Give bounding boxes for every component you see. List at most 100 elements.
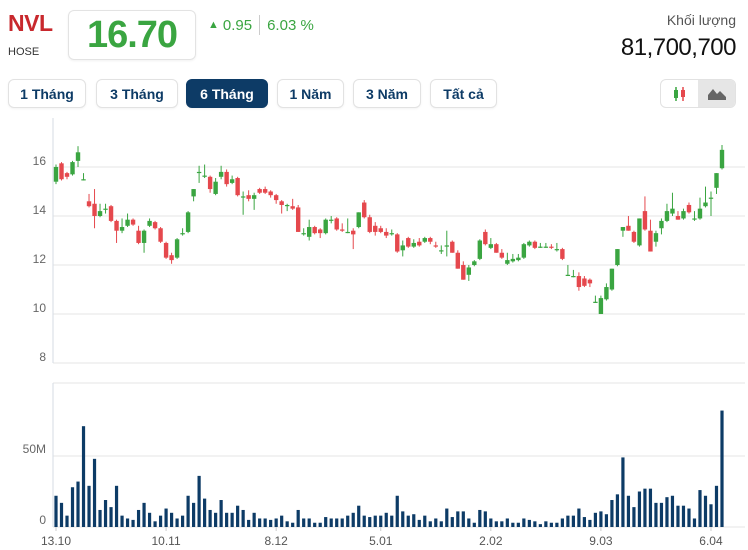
candle-body	[598, 298, 604, 314]
candle-body	[64, 173, 70, 177]
candle-body	[494, 244, 499, 253]
area-chart-button[interactable]	[698, 80, 735, 107]
change-percent: 6.03 %	[267, 16, 314, 34]
volume-bar	[318, 522, 322, 527]
candle-body	[400, 245, 405, 251]
candle-body	[70, 162, 75, 175]
volume-bar	[241, 509, 245, 527]
volume-bar	[109, 507, 113, 527]
volume-bar	[533, 521, 537, 527]
volume-bar	[637, 491, 642, 527]
candle-body	[125, 219, 130, 226]
candle-body	[152, 222, 158, 229]
volume-bar	[164, 508, 168, 527]
candle-body	[180, 233, 185, 235]
volume-bar	[406, 515, 410, 527]
candle-body	[609, 268, 615, 290]
candle-body	[505, 260, 510, 264]
chart-type-toggle	[660, 79, 736, 108]
volume-bar	[555, 522, 559, 527]
volume-bar	[632, 507, 636, 527]
candle-body	[703, 202, 708, 207]
candle-body	[323, 219, 328, 234]
volume-bar	[169, 512, 174, 527]
volume-bar	[450, 517, 454, 527]
volume-bar	[604, 514, 609, 527]
candle-body	[235, 178, 240, 196]
volume-bar	[197, 475, 201, 527]
candle-body	[565, 274, 571, 276]
candle-body	[604, 287, 609, 300]
volume-bar	[335, 518, 339, 527]
candle-body	[516, 257, 521, 261]
candle-body	[527, 241, 532, 246]
candlestick-button[interactable]	[661, 80, 698, 107]
volume-bar	[621, 457, 625, 527]
candle-body	[218, 171, 224, 177]
exchange-label: HOSE	[8, 46, 40, 58]
candle-body	[620, 227, 626, 231]
range-3-month-button[interactable]: 3 Tháng	[96, 79, 178, 108]
volume-value: 81,700,700	[620, 34, 737, 61]
candle-body	[213, 181, 218, 194]
volume-bar	[593, 512, 598, 527]
range-1-year-button[interactable]: 1 Năm	[277, 79, 344, 108]
range-1-month-button[interactable]: 1 Tháng	[8, 79, 86, 108]
volume-bar	[395, 495, 399, 527]
range-3-year-button[interactable]: 3 Năm	[353, 79, 421, 108]
candle-body	[648, 230, 653, 252]
candle-body	[439, 250, 444, 252]
candle-body	[422, 238, 427, 242]
volume-bar	[434, 518, 438, 527]
candle-body	[637, 218, 642, 246]
volume-bar	[351, 512, 355, 527]
volume-bar	[720, 410, 724, 527]
volume-bar	[379, 515, 383, 527]
volume-bar	[296, 509, 300, 527]
candle-body	[158, 228, 163, 242]
volume-bar	[368, 517, 372, 527]
price-tick-label: 12	[33, 252, 47, 266]
volume-bar	[412, 514, 416, 527]
volume-bar	[511, 522, 515, 527]
volume-bar	[230, 512, 234, 527]
candle-body	[273, 195, 279, 201]
x-tick-label: 13.10	[41, 534, 71, 548]
volume-bar	[643, 488, 647, 527]
volume-bar	[92, 458, 97, 527]
volume-bar	[478, 509, 482, 527]
candle-body	[290, 206, 295, 209]
current-price: 16.70	[86, 13, 178, 56]
divider	[259, 15, 261, 35]
price-tick-label: 10	[33, 301, 47, 315]
candle-body	[411, 242, 416, 247]
candle-body	[207, 176, 213, 190]
volume-bar	[153, 521, 157, 527]
volume-tick-label: 50M	[23, 442, 46, 456]
volume-bar	[549, 522, 553, 527]
candle-body	[196, 171, 202, 174]
volume-bar	[214, 512, 218, 527]
range-6-month-button[interactable]: 6 Tháng	[186, 79, 268, 108]
volume-bar	[560, 518, 564, 527]
stock-symbol: NVL	[8, 10, 53, 36]
candle-body	[406, 238, 411, 247]
volume-bar	[571, 515, 575, 527]
price-box: 16.70	[68, 10, 196, 60]
volume-bar	[219, 500, 223, 527]
range-all-button[interactable]: Tất cả	[430, 79, 497, 108]
candle-body	[653, 233, 659, 242]
price-tick-label: 16	[33, 154, 47, 168]
volume-bar	[247, 519, 251, 527]
volume-bar	[120, 515, 124, 527]
volume-bar	[527, 519, 531, 527]
candle-body	[185, 212, 191, 232]
volume-bar	[599, 511, 603, 527]
volume-bar	[269, 519, 273, 527]
price-change: ▲ 0.95 6.03 %	[208, 15, 314, 35]
candle-body	[560, 249, 565, 259]
candle-body	[543, 246, 549, 248]
volume-bar	[648, 488, 653, 527]
candle-body	[108, 206, 114, 221]
